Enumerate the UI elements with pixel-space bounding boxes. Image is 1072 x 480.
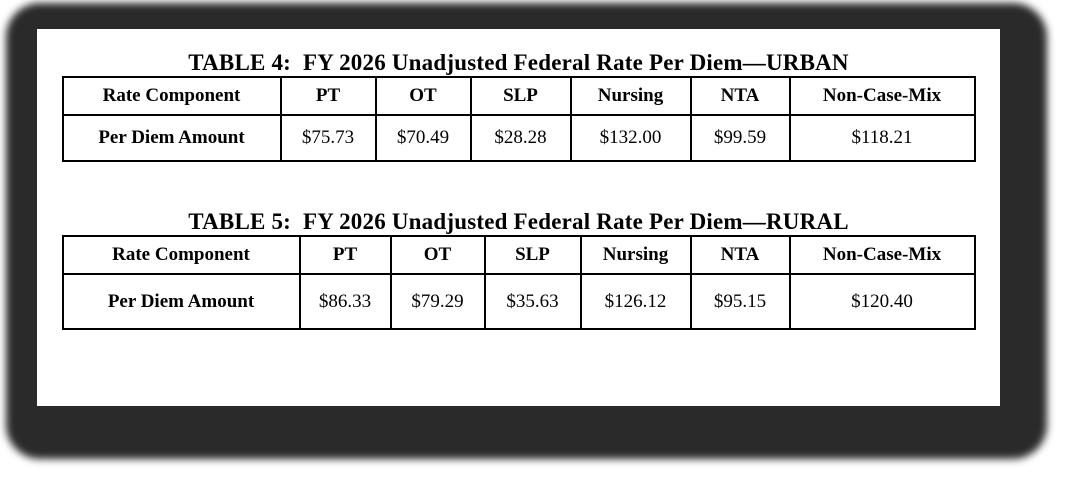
row-label: Per Diem Amount [61,273,301,330]
column-header: Rate Component [61,235,301,275]
table-row: Rate Component PT OT SLP Nursing NTA Non… [61,235,976,275]
column-header: NTA [689,76,791,116]
cell-value: $75.73 [279,114,377,162]
column-header: NTA [689,235,791,275]
cell-value: $70.49 [374,114,472,162]
column-header: OT [389,235,486,275]
column-header: Nursing [579,235,692,275]
cell-value: $120.40 [788,273,976,330]
table-row: Per Diem Amount $86.33 $79.29 $35.63 $12… [61,273,976,330]
cell-value: $95.15 [689,273,791,330]
cell-value: $79.29 [389,273,486,330]
column-header: PT [298,235,392,275]
column-header: SLP [483,235,582,275]
column-header: Non-Case-Mix [788,235,976,275]
table-row: Per Diem Amount $75.73 $70.49 $28.28 $13… [61,114,976,162]
column-header: Rate Component [61,76,282,116]
column-header: SLP [469,76,572,116]
document-page: TABLE 4: FY 2026 Unadjusted Federal Rate… [37,29,1000,406]
column-header: OT [374,76,472,116]
table-row: Rate Component PT OT SLP Nursing NTA Non… [61,76,976,116]
column-header: Nursing [569,76,692,116]
cell-value: $99.59 [689,114,791,162]
cell-value: $126.12 [579,273,692,330]
cell-value: $86.33 [298,273,392,330]
cell-value: $118.21 [788,114,976,162]
cell-value: $35.63 [483,273,582,330]
rate-table-urban: Rate Component PT OT SLP Nursing NTA Non… [61,76,976,162]
table-5-title: TABLE 5: FY 2026 Unadjusted Federal Rate… [188,209,849,234]
column-header: Non-Case-Mix [788,76,976,116]
row-label: Per Diem Amount [61,114,282,162]
cell-value: $28.28 [469,114,572,162]
rate-table-rural: Rate Component PT OT SLP Nursing NTA Non… [61,235,976,330]
column-header: PT [279,76,377,116]
table-4-title: TABLE 4: FY 2026 Unadjusted Federal Rate… [188,50,849,75]
cell-value: $132.00 [569,114,692,162]
